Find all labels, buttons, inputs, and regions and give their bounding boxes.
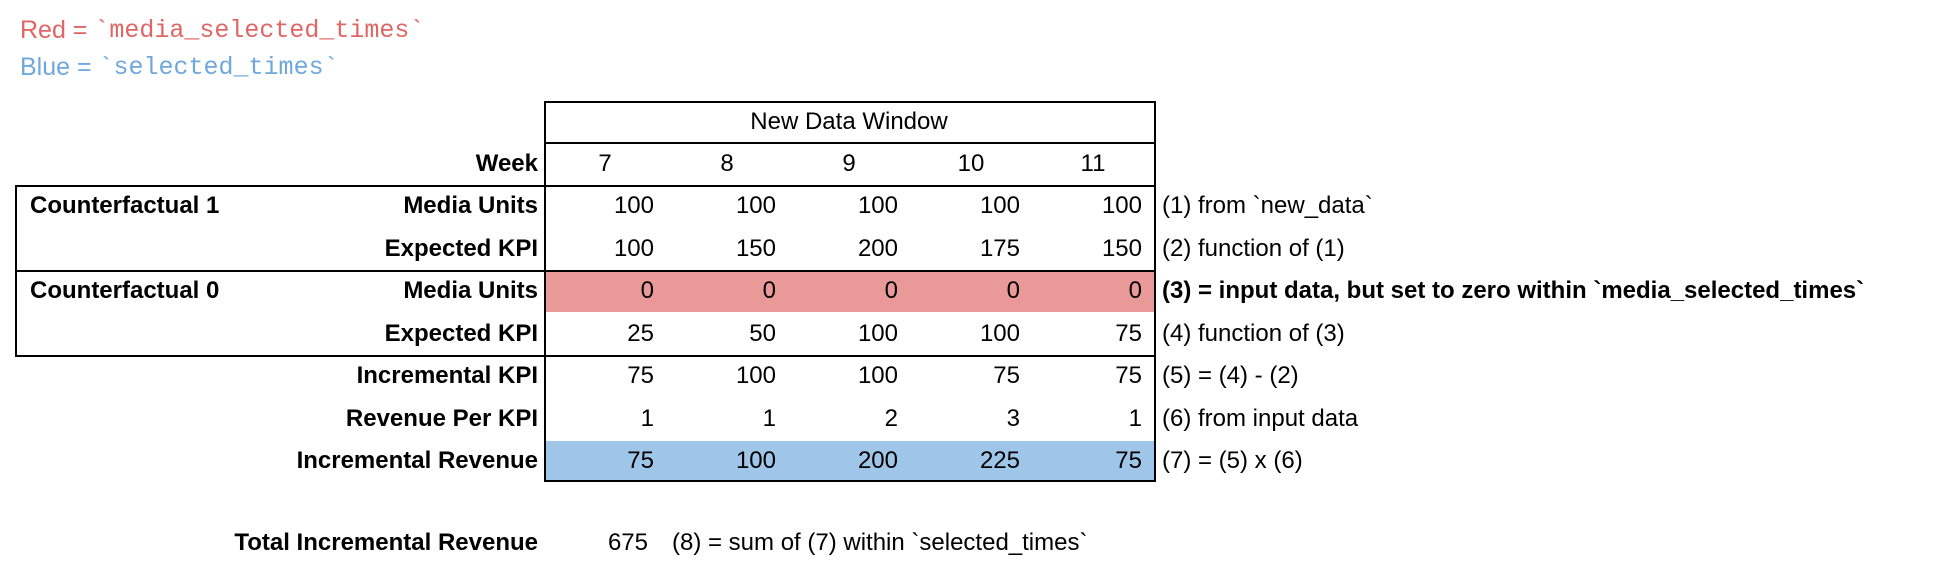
- header-title: New Data Window: [750, 108, 948, 135]
- table-border-week-bottom: [15, 185, 1156, 187]
- data-cell: 100: [1101, 192, 1142, 219]
- data-cell: 75: [627, 447, 654, 474]
- row-label: Incremental Revenue: [296, 447, 538, 474]
- data-cell: 0: [1128, 277, 1142, 304]
- week-cell: 7: [598, 150, 612, 177]
- data-cell: 100: [857, 320, 898, 347]
- data-cell: 75: [1115, 320, 1142, 347]
- row-annotation: (7) = (5) x (6): [1162, 447, 1303, 474]
- data-cell: 75: [1115, 362, 1142, 389]
- table-border-header-bottom: [544, 142, 1156, 144]
- week-cell: 11: [1080, 150, 1106, 177]
- data-cell: 50: [749, 320, 776, 347]
- total-annotation: (8) = sum of (7) within `selected_times`: [672, 529, 1088, 556]
- row-label: Revenue Per KPI: [345, 405, 538, 432]
- row-annotation: (4) function of (3): [1162, 320, 1345, 347]
- table-border-cf1-bottom: [15, 270, 1156, 272]
- row-annotation: (6) from input data: [1162, 405, 1359, 432]
- data-cell: 225: [979, 447, 1020, 474]
- week-label: Week: [475, 150, 538, 177]
- total-label: Total Incremental Revenue: [234, 529, 538, 556]
- table-border-bottom: [544, 480, 1156, 482]
- row-annotation: (3) = input data, but set to zero within…: [1162, 277, 1865, 304]
- table-row: Counterfactual 0 Media Units 0 0 0 0 0 (…: [0, 270, 1960, 312]
- red-highlight-band: [546, 272, 1154, 312]
- legend-blue-code: `selected_times`: [98, 53, 339, 82]
- table-border-cf0-bottom: [15, 355, 1156, 357]
- data-cell: 150: [1101, 235, 1142, 262]
- table-row: Incremental Revenue 75 100 200 225 75 (7…: [0, 440, 1960, 482]
- week-cell: 10: [957, 150, 985, 177]
- row-annotation: (2) function of (1): [1162, 235, 1345, 262]
- table-border-data-left: [544, 101, 546, 482]
- header-row: New Data Window: [0, 101, 1960, 142]
- data-cell: 1: [762, 405, 776, 432]
- total-value: 675: [607, 529, 648, 556]
- week-row: Week 7 8 9 10 11: [0, 142, 1960, 185]
- data-cell: 100: [857, 362, 898, 389]
- data-cell: 100: [857, 192, 898, 219]
- data-cell: 75: [627, 362, 654, 389]
- data-cell: 0: [1006, 277, 1020, 304]
- data-cell: 25: [627, 320, 654, 347]
- table-row: Expected KPI 100 150 200 175 150 (2) fun…: [0, 227, 1960, 270]
- row-label: Media Units: [403, 277, 538, 304]
- legend-blue-name: Blue =: [20, 53, 99, 81]
- data-cell: 100: [735, 362, 776, 389]
- data-cell: 0: [884, 277, 898, 304]
- data-cell: 0: [762, 277, 776, 304]
- data-cell: 200: [857, 235, 898, 262]
- legend: Red = `media_selected_times` Blue = `sel…: [20, 12, 424, 86]
- data-cell: 100: [979, 192, 1020, 219]
- data-cell: 150: [735, 235, 776, 262]
- data-cell: 100: [613, 192, 654, 219]
- table-row: Revenue Per KPI 1 1 2 3 1 (6) from input…: [0, 397, 1960, 440]
- table-border-data-right: [1154, 101, 1156, 482]
- data-cell: 75: [1115, 447, 1142, 474]
- row-label: Expected KPI: [384, 235, 538, 262]
- row-annotation: (1) from `new_data`: [1162, 192, 1373, 219]
- row-label: Media Units: [403, 192, 538, 219]
- data-cell: 2: [884, 405, 898, 432]
- row-label: Expected KPI: [384, 320, 538, 347]
- table-border-left-groups: [15, 185, 17, 357]
- row-label: Incremental KPI: [356, 362, 538, 389]
- data-cell: 100: [735, 192, 776, 219]
- row-annotation: (5) = (4) - (2): [1162, 362, 1299, 389]
- table-border-top: [544, 101, 1156, 103]
- legend-red-code: `media_selected_times`: [94, 16, 425, 45]
- total-row: Total Incremental Revenue 675 (8) = sum …: [0, 522, 1960, 564]
- data-cell: 1: [1128, 405, 1142, 432]
- table-row: Expected KPI 25 50 100 100 75 (4) functi…: [0, 312, 1960, 355]
- legend-blue-line: Blue = `selected_times`: [20, 49, 424, 86]
- data-cell: 200: [857, 447, 898, 474]
- data-cell: 100: [735, 447, 776, 474]
- group-label-counterfactual-0: Counterfactual 0: [30, 277, 220, 304]
- legend-red-line: Red = `media_selected_times`: [20, 12, 424, 49]
- table-row: Incremental KPI 75 100 100 75 75 (5) = (…: [0, 355, 1960, 397]
- data-cell: 75: [993, 362, 1020, 389]
- week-cell: 9: [842, 150, 856, 177]
- data-cell: 100: [613, 235, 654, 262]
- data-cell: 100: [979, 320, 1020, 347]
- legend-red-name: Red =: [20, 16, 95, 44]
- data-cell: 175: [979, 235, 1020, 262]
- blue-highlight-band: [546, 441, 1154, 480]
- data-cell: 0: [640, 277, 654, 304]
- data-cell: 1: [640, 405, 654, 432]
- week-cell: 8: [720, 150, 734, 177]
- group-label-counterfactual-1: Counterfactual 1: [30, 192, 220, 219]
- data-cell: 3: [1006, 405, 1020, 432]
- table-row: Counterfactual 1 Media Units 100 100 100…: [0, 185, 1960, 227]
